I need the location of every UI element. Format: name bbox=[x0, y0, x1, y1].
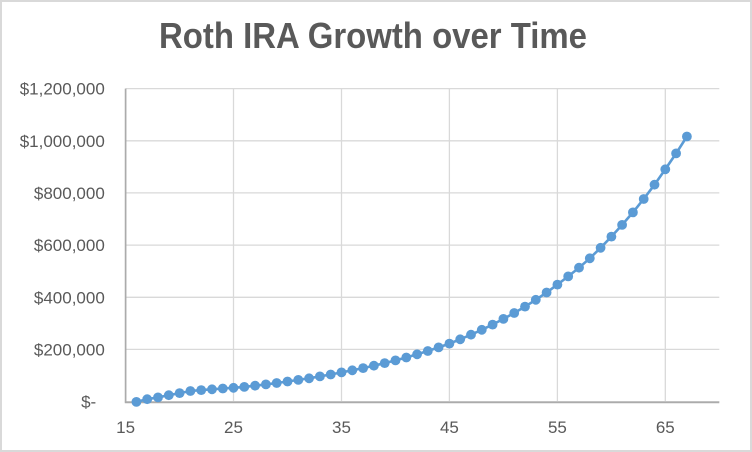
svg-text:$200,000: $200,000 bbox=[34, 340, 105, 359]
svg-text:$400,000: $400,000 bbox=[34, 288, 105, 307]
svg-text:45: 45 bbox=[440, 418, 459, 437]
svg-text:15: 15 bbox=[116, 418, 135, 437]
svg-text:35: 35 bbox=[332, 418, 351, 437]
svg-text:$800,000: $800,000 bbox=[34, 184, 105, 203]
svg-text:$1,000,000: $1,000,000 bbox=[20, 132, 105, 151]
svg-text:55: 55 bbox=[548, 418, 567, 437]
svg-text:65: 65 bbox=[656, 418, 675, 437]
svg-text:$-: $- bbox=[81, 393, 96, 412]
svg-text:25: 25 bbox=[224, 418, 243, 437]
svg-text:$600,000: $600,000 bbox=[34, 236, 105, 255]
svg-text:$1,200,000: $1,200,000 bbox=[20, 80, 105, 99]
svg-text:Roth IRA Growth over Time: Roth IRA Growth over Time bbox=[159, 15, 587, 56]
